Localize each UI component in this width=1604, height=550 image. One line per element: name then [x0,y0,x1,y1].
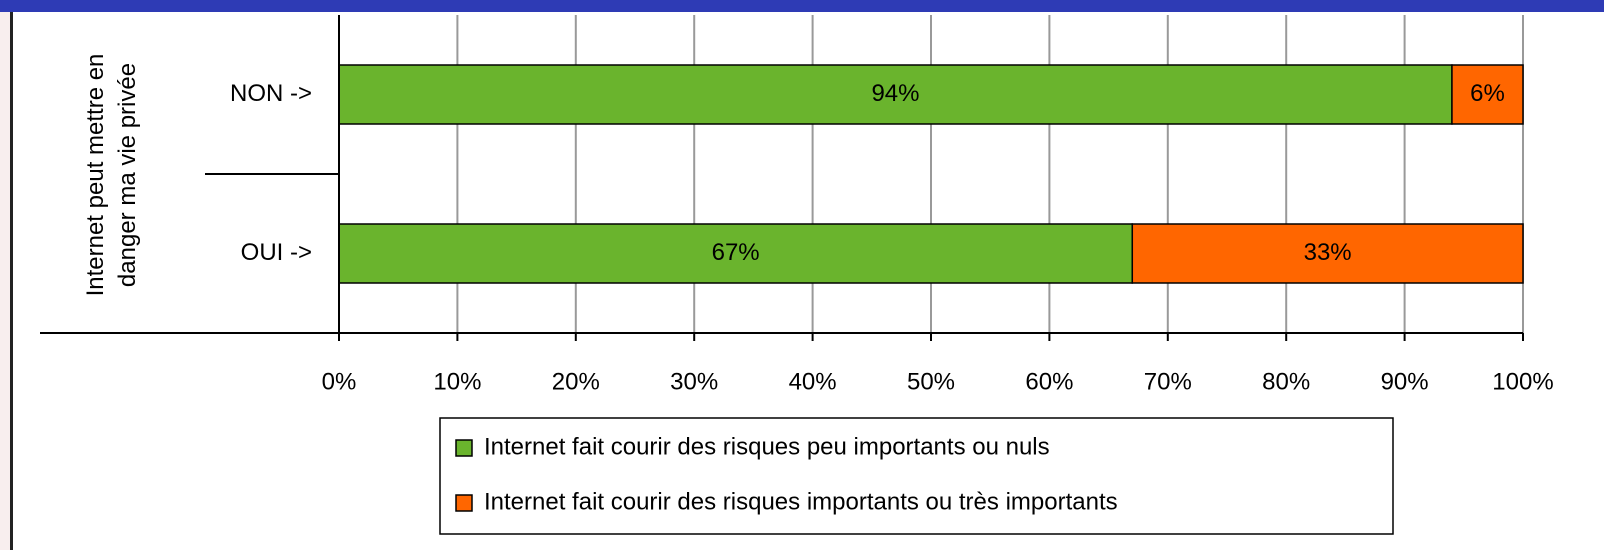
top-bar [0,0,1604,12]
x-tick-label: 70% [1144,368,1192,395]
x-tick-label: 90% [1381,368,1429,395]
left-border [10,12,13,550]
legend-label: Internet fait courir des risques importa… [484,488,1118,515]
x-tick-label: 80% [1262,368,1310,395]
bars [338,64,1524,284]
legend-swatch [455,494,473,512]
x-tick-label: 20% [552,368,600,395]
data-label: 94% [871,80,919,107]
bar-segment [1451,64,1524,125]
data-label: 67% [712,239,760,266]
y-axis-title: Internet peut mettre en danger ma vie pr… [82,53,141,297]
x-tick-label: 40% [789,368,837,395]
legend [439,417,1394,535]
y-tick-label: OUI -> [241,239,312,266]
x-tick-label: 60% [1025,368,1073,395]
y-tick-label: NON -> [230,80,312,107]
grid [338,15,1524,341]
bar-segment [338,64,1453,125]
legend-swatch [455,439,473,457]
x-tick-label: 30% [670,368,718,395]
bar-segment [338,223,1134,284]
bar-segment [1131,223,1524,284]
left-strip [0,12,10,550]
data-label: 33% [1304,239,1352,266]
labels: 0% 10% 20% 30% 40% 50% 60% 70% 80% 90% 100% NON -> 9… [230,80,1554,516]
x-tick-label: 50% [907,368,955,395]
data-label: 6% [1470,80,1505,107]
x-tick-label: 100% [1492,368,1553,395]
x-tick-label: 0% [322,368,357,395]
x-tick-label: 10% [433,368,481,395]
legend-label: Internet fait courir des risques peu imp… [484,433,1050,460]
